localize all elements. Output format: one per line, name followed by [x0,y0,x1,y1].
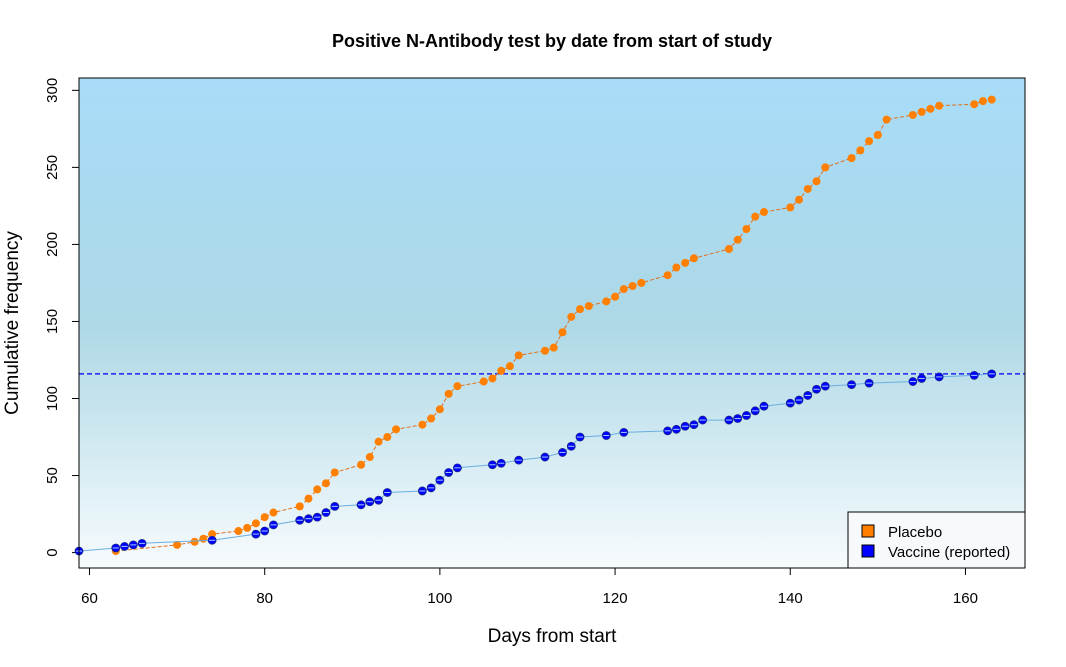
data-point-placebo [251,519,260,528]
x-tick-label: 80 [256,590,273,607]
data-point-placebo [751,212,760,221]
data-point-placebo [497,366,506,375]
data-point-placebo [812,177,821,186]
data-point-placebo [190,537,199,546]
data-point-placebo [681,258,690,267]
y-tick-label: 250 [44,155,61,180]
data-point-placebo [795,195,804,204]
data-point-placebo [357,460,366,469]
data-point-placebo [313,485,322,494]
data-point-placebo [803,184,812,193]
data-point-placebo [926,104,935,113]
data-point-placebo [567,312,576,321]
y-axis-label: Cumulative frequency [2,231,23,415]
data-point-placebo [759,208,768,217]
data-point-placebo [322,479,331,488]
data-point-placebo [427,414,436,423]
data-point-placebo [208,530,217,539]
data-point-placebo [856,146,865,155]
data-point-placebo [260,513,269,522]
data-point-placebo [558,328,567,337]
chart-title: Positive N-Antibody test by date from st… [332,31,772,51]
y-tick-label: 150 [44,309,61,334]
data-point-placebo [584,302,593,311]
data-point-placebo [637,278,646,287]
data-point-placebo [540,346,549,355]
y-tick-label: 0 [44,548,61,556]
y-tick-label: 300 [44,78,61,103]
y-tick-label: 100 [44,386,61,411]
data-point-placebo [882,115,891,124]
data-point-placebo [786,203,795,212]
data-point-placebo [908,110,917,119]
legend-label-vaccine: Vaccine (reported) [888,544,1010,561]
data-point-placebo [199,534,208,543]
plot-background [79,78,1025,568]
legend-swatch-placebo [861,524,875,538]
data-point-placebo [435,405,444,414]
data-point-placebo [304,494,313,503]
data-point-placebo [663,271,672,280]
data-point-placebo [917,107,926,116]
data-point-placebo [619,285,628,294]
data-point-placebo [978,97,987,106]
data-point-placebo [488,374,497,383]
x-tick-label: 60 [81,590,98,607]
plot-frame [78,77,1026,569]
x-tick-label: 100 [427,590,452,607]
legend-box [847,511,1026,569]
data-point-placebo [602,297,611,306]
legend-label-placebo: Placebo [888,524,942,541]
data-point-placebo [987,95,996,104]
y-tick-label: 200 [44,232,61,257]
data-point-placebo [295,502,304,511]
data-point-placebo [269,508,278,517]
data-point-placebo [576,305,585,314]
x-axis-label: Days from start [488,626,618,647]
data-point-placebo [418,420,427,429]
data-point-placebo [689,254,698,263]
y-tick-label: 50 [44,467,61,484]
data-point-placebo [549,343,558,352]
data-point-placebo [742,225,751,234]
data-point-placebo [453,382,462,391]
data-point-placebo [672,263,681,272]
data-point-placebo [243,523,252,532]
data-point-placebo [611,292,620,301]
data-point-placebo [821,163,830,172]
data-point-placebo [444,389,453,398]
legend: Placebo Vaccine (reported) [847,511,1026,569]
x-tick-label: 120 [603,590,628,607]
data-point-placebo [733,235,742,244]
data-point-placebo [173,540,182,549]
data-point-placebo [392,425,401,434]
data-point-placebo [365,453,374,462]
x-tick-label: 160 [953,590,978,607]
data-point-placebo [873,131,882,140]
data-point-placebo [234,527,243,536]
data-point-placebo [383,433,392,442]
data-point-placebo [479,377,488,386]
data-point-placebo [505,362,514,371]
data-point-placebo [724,245,733,254]
data-point-placebo [865,137,874,146]
data-point-placebo [935,101,944,110]
data-point-placebo [330,468,339,477]
data-point-placebo [847,154,856,163]
data-point-placebo [374,437,383,446]
x-tick-label: 140 [778,590,803,607]
data-point-placebo [628,282,637,291]
data-point-placebo [514,351,523,360]
legend-swatch-vaccine [861,544,875,558]
data-point-placebo [970,100,979,109]
